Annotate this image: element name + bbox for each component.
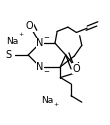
Text: +: + [18,32,23,37]
Text: −: − [43,69,49,75]
Text: S: S [6,50,12,60]
Text: Na: Na [41,96,54,104]
Text: N: N [36,62,44,72]
Text: +: + [53,102,59,107]
Text: O: O [25,21,33,31]
Text: Na: Na [6,36,18,46]
Text: N: N [36,38,44,48]
Text: O: O [73,64,80,74]
Text: −: − [43,35,49,41]
